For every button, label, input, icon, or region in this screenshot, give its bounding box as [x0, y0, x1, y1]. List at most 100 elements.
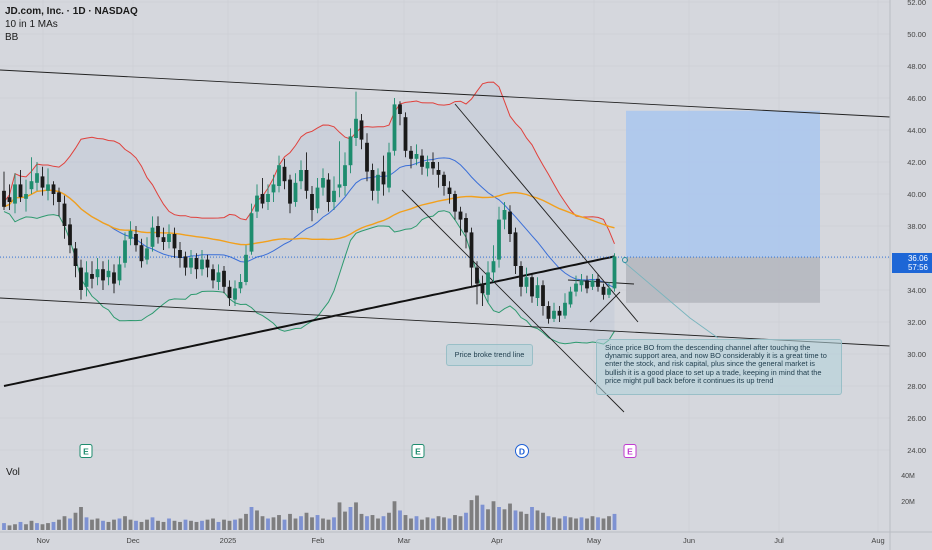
- volume-bar: [513, 510, 518, 530]
- moving-average-50-line: [3, 189, 615, 246]
- candle-body: [381, 171, 386, 185]
- candle-body: [95, 269, 100, 278]
- wedge-upper-line: [567, 279, 635, 285]
- volume-bar: [392, 501, 397, 530]
- volume-bar: [194, 521, 199, 530]
- candle-body: [409, 150, 413, 159]
- volume-bar: [326, 519, 331, 530]
- candle-body: [189, 258, 193, 268]
- x-tick-label: Feb: [312, 536, 325, 545]
- volume-bar: [101, 520, 105, 530]
- candle-body: [211, 269, 215, 281]
- candle-body: [46, 184, 50, 191]
- indicator-lines: [0, 81, 890, 387]
- candle-body: [266, 194, 270, 202]
- volume-bar: [260, 516, 265, 530]
- volume-bar: [497, 507, 501, 530]
- symbol-title[interactable]: JD.com, Inc. · 1D · NASDAQ: [5, 6, 138, 17]
- volume-bar: [315, 515, 320, 530]
- volume-bar: [112, 519, 116, 530]
- volume-bar: [469, 500, 474, 530]
- volume-bar: [387, 512, 391, 530]
- candle-body: [7, 197, 12, 202]
- candle-body: [546, 306, 551, 319]
- event-marker-label: E: [627, 447, 633, 457]
- volume-bar: [403, 515, 408, 530]
- candle-body: [178, 250, 182, 258]
- trend-lines[interactable]: [0, 69, 891, 413]
- volume-bar: [502, 509, 507, 530]
- descending-lower-line: [401, 189, 625, 413]
- volume-bar: [46, 523, 50, 530]
- volume-bar: [238, 518, 243, 530]
- volume-bar: [178, 521, 182, 530]
- trade-idea-note[interactable]: Since price BO from the descending chann…: [596, 339, 842, 395]
- trend-break-note[interactable]: Price broke trend line: [446, 344, 533, 366]
- candle-body: [535, 285, 540, 298]
- volume-bar: [436, 516, 441, 530]
- candle-body: [145, 248, 149, 260]
- volume-bar: [128, 519, 133, 530]
- x-tick-label: 2025: [220, 536, 237, 545]
- candle-body: [524, 277, 529, 287]
- volume-bar: [249, 507, 254, 530]
- volume-bar: [332, 517, 336, 530]
- candle-body: [447, 187, 452, 194]
- volume-bar: [601, 518, 606, 530]
- candle-body: [216, 272, 221, 282]
- candle-body: [62, 203, 67, 226]
- volume-bar: [24, 524, 28, 530]
- volume-bar: [145, 519, 149, 530]
- candle-body: [112, 272, 116, 284]
- volume-bar: [354, 502, 358, 530]
- volume-bar: [447, 518, 452, 530]
- position-zones[interactable]: [626, 110, 820, 303]
- volume-bar: [183, 519, 188, 530]
- volume-bar: [579, 517, 584, 530]
- candle-body: [150, 227, 155, 247]
- event-marker-label: D: [519, 447, 525, 457]
- volume-bar: [117, 518, 122, 530]
- volume-bar: [524, 513, 529, 530]
- volume-bar: [29, 520, 34, 530]
- x-tick-label: Mar: [398, 536, 411, 545]
- candle-body: [24, 194, 28, 199]
- channel-lower-line: [0, 297, 891, 347]
- y-tick-label: 24.00: [907, 446, 926, 455]
- volume-bar: [453, 515, 457, 530]
- indicator-label-bb[interactable]: BB: [5, 32, 19, 43]
- candle-body: [502, 210, 507, 220]
- last-price-value: 36.06: [907, 254, 928, 263]
- volume-bar: [420, 519, 424, 530]
- volume-bar: [486, 509, 490, 530]
- candle-body: [354, 118, 358, 138]
- volume-bar: [90, 519, 94, 530]
- candle-body: [79, 267, 83, 290]
- volume-bar: [222, 519, 226, 530]
- volume-bar: [585, 518, 589, 530]
- volume-bar: [35, 523, 39, 530]
- candle-body: [563, 302, 567, 316]
- earnings-marker: [411, 444, 425, 458]
- candle-body: [271, 184, 276, 193]
- bollinger-lower-line: [3, 210, 615, 345]
- candle-body: [227, 286, 232, 298]
- descending-upper-line: [454, 103, 639, 323]
- volume-bar: [200, 520, 204, 530]
- volume-bar: [282, 519, 287, 530]
- candle-body: [530, 277, 534, 297]
- candle-body: [420, 155, 424, 167]
- candle-body: [288, 179, 292, 204]
- candle-body: [596, 278, 600, 287]
- candle-body: [365, 142, 369, 172]
- time-axis[interactable]: Nov Dec 2025 Feb Mar Apr May Jun Jul Aug: [0, 531, 932, 545]
- indicator-label-mas[interactable]: 10 in 1 MAs: [5, 19, 58, 30]
- volume-bar: [475, 495, 479, 530]
- y-tick-label: 40.00: [907, 190, 926, 199]
- candle-body: [480, 283, 485, 294]
- earnings-marker: [79, 444, 93, 458]
- volume-bar: [189, 520, 193, 530]
- y-tick-label: 34.00: [907, 286, 926, 295]
